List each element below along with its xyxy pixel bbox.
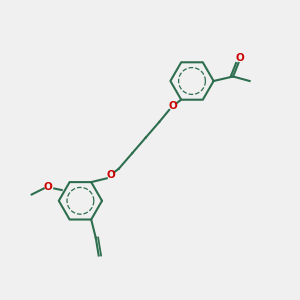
Text: O: O bbox=[106, 170, 115, 180]
Text: O: O bbox=[44, 182, 52, 192]
Text: O: O bbox=[168, 101, 177, 111]
Text: O: O bbox=[236, 52, 244, 63]
